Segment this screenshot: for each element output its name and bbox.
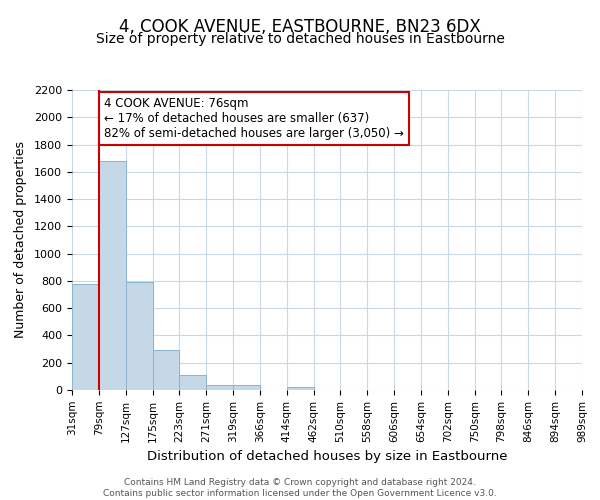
Bar: [72, 284, 99, 390]
Text: Size of property relative to detached houses in Eastbourne: Size of property relative to detached ho…: [95, 32, 505, 46]
Bar: [99, 161, 125, 390]
Bar: [233, 385, 260, 390]
Bar: [125, 282, 152, 390]
Bar: [206, 385, 233, 390]
X-axis label: Distribution of detached houses by size in Eastbourne: Distribution of detached houses by size …: [147, 450, 507, 463]
Text: 4, COOK AVENUE, EASTBOURNE, BN23 6DX: 4, COOK AVENUE, EASTBOURNE, BN23 6DX: [119, 18, 481, 36]
Bar: [179, 375, 206, 390]
Bar: [152, 350, 179, 390]
Text: 4 COOK AVENUE: 76sqm
← 17% of detached houses are smaller (637)
82% of semi-deta: 4 COOK AVENUE: 76sqm ← 17% of detached h…: [104, 97, 404, 140]
Y-axis label: Number of detached properties: Number of detached properties: [14, 142, 27, 338]
Text: Contains HM Land Registry data © Crown copyright and database right 2024.
Contai: Contains HM Land Registry data © Crown c…: [103, 478, 497, 498]
Bar: [287, 388, 314, 390]
